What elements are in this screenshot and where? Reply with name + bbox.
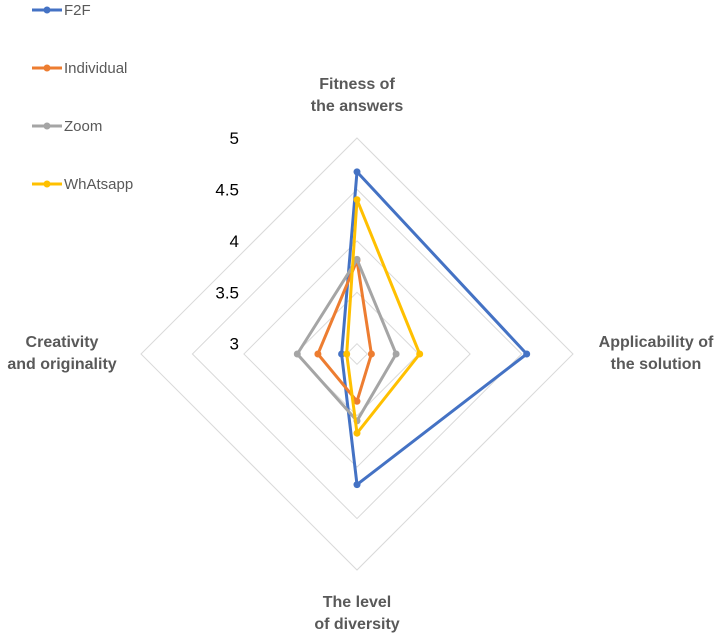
- series-point: [367, 350, 375, 358]
- series-point: [314, 350, 322, 358]
- grid-ring-4: [140, 137, 574, 571]
- legend-marker: [43, 180, 51, 188]
- series-point: [353, 429, 361, 437]
- series-point: [523, 350, 531, 358]
- series-point: [353, 196, 361, 204]
- axis-label: Creativity and originality: [7, 334, 116, 373]
- radar-tick-labels: 3 3.5 4 4.5 5: [215, 129, 239, 354]
- radar-axis-labels: Fitness of the answers Applicability of the…: [7, 76, 714, 633]
- series-point: [343, 350, 351, 358]
- axis-label: The level of diversity: [314, 594, 399, 633]
- legend-label: Individual: [64, 60, 127, 77]
- tick-label: 5: [230, 129, 239, 148]
- legend-label: Zoom: [64, 118, 102, 135]
- legend: F2F Individual Zoom WhAtsapp: [32, 2, 133, 193]
- legend-entry: Zoom: [32, 118, 102, 135]
- grid-ring-0: [345, 342, 369, 366]
- grid-ring-1: [294, 291, 420, 417]
- series-point: [353, 397, 361, 405]
- legend-label: F2F: [64, 2, 91, 19]
- series-point: [293, 350, 301, 358]
- series-point: [353, 255, 361, 263]
- series-zoom: [293, 255, 400, 425]
- series-whatsapp: [343, 196, 424, 437]
- series-line: [340, 170, 529, 487]
- series-point: [353, 168, 361, 176]
- legend-entry: F2F: [32, 2, 91, 19]
- tick-label: 3.5: [215, 283, 239, 302]
- series-f2f: [338, 168, 531, 489]
- radar-grid: [140, 137, 574, 571]
- legend-marker: [43, 122, 51, 130]
- axis-label: Fitness of the answers: [311, 76, 404, 115]
- series-point: [392, 350, 400, 358]
- legend-entry: WhAtsapp: [32, 176, 133, 193]
- grid-ring-3: [191, 188, 523, 520]
- tick-label: 4: [230, 232, 239, 251]
- legend-marker: [43, 64, 51, 72]
- legend-label: WhAtsapp: [64, 176, 133, 193]
- radar-series: [293, 168, 531, 489]
- tick-label: 3: [230, 335, 239, 354]
- series-point: [338, 350, 346, 358]
- axis-label: Applicability of the solution: [599, 334, 714, 373]
- legend-entry: Individual: [32, 60, 127, 77]
- series-point: [353, 481, 361, 489]
- series-point: [416, 350, 424, 358]
- grid-ring-2: [243, 240, 471, 468]
- tick-label: 4.5: [215, 180, 239, 199]
- legend-marker: [43, 6, 51, 14]
